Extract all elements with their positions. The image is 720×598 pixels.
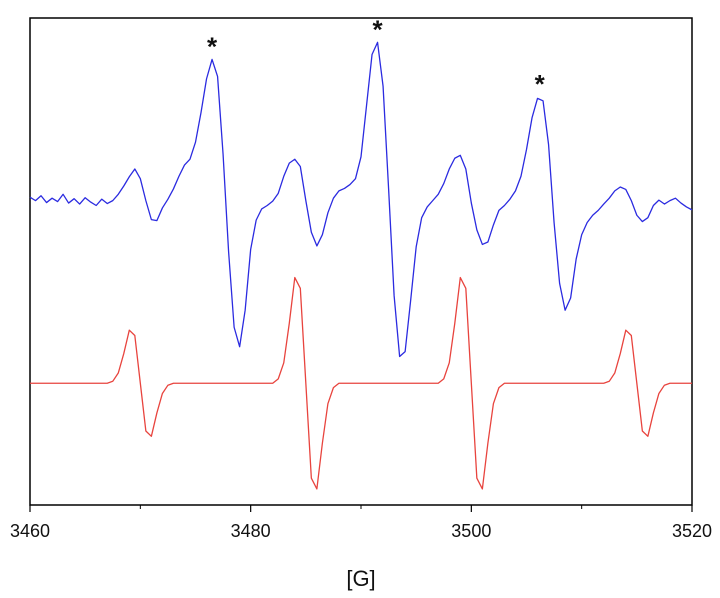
annotation: * (207, 31, 218, 61)
plot-frame (29, 17, 693, 506)
annotation: * (535, 69, 546, 99)
x-axis-label: [G] (346, 566, 375, 591)
x-tick-label: 3520 (672, 521, 712, 541)
series-line (30, 276, 692, 490)
x-tick-label: 3480 (231, 521, 271, 541)
series-line (29, 41, 693, 358)
annotation: * (372, 14, 383, 44)
x-tick-label: 3500 (451, 521, 491, 541)
x-tick-label: 3460 (10, 521, 50, 541)
